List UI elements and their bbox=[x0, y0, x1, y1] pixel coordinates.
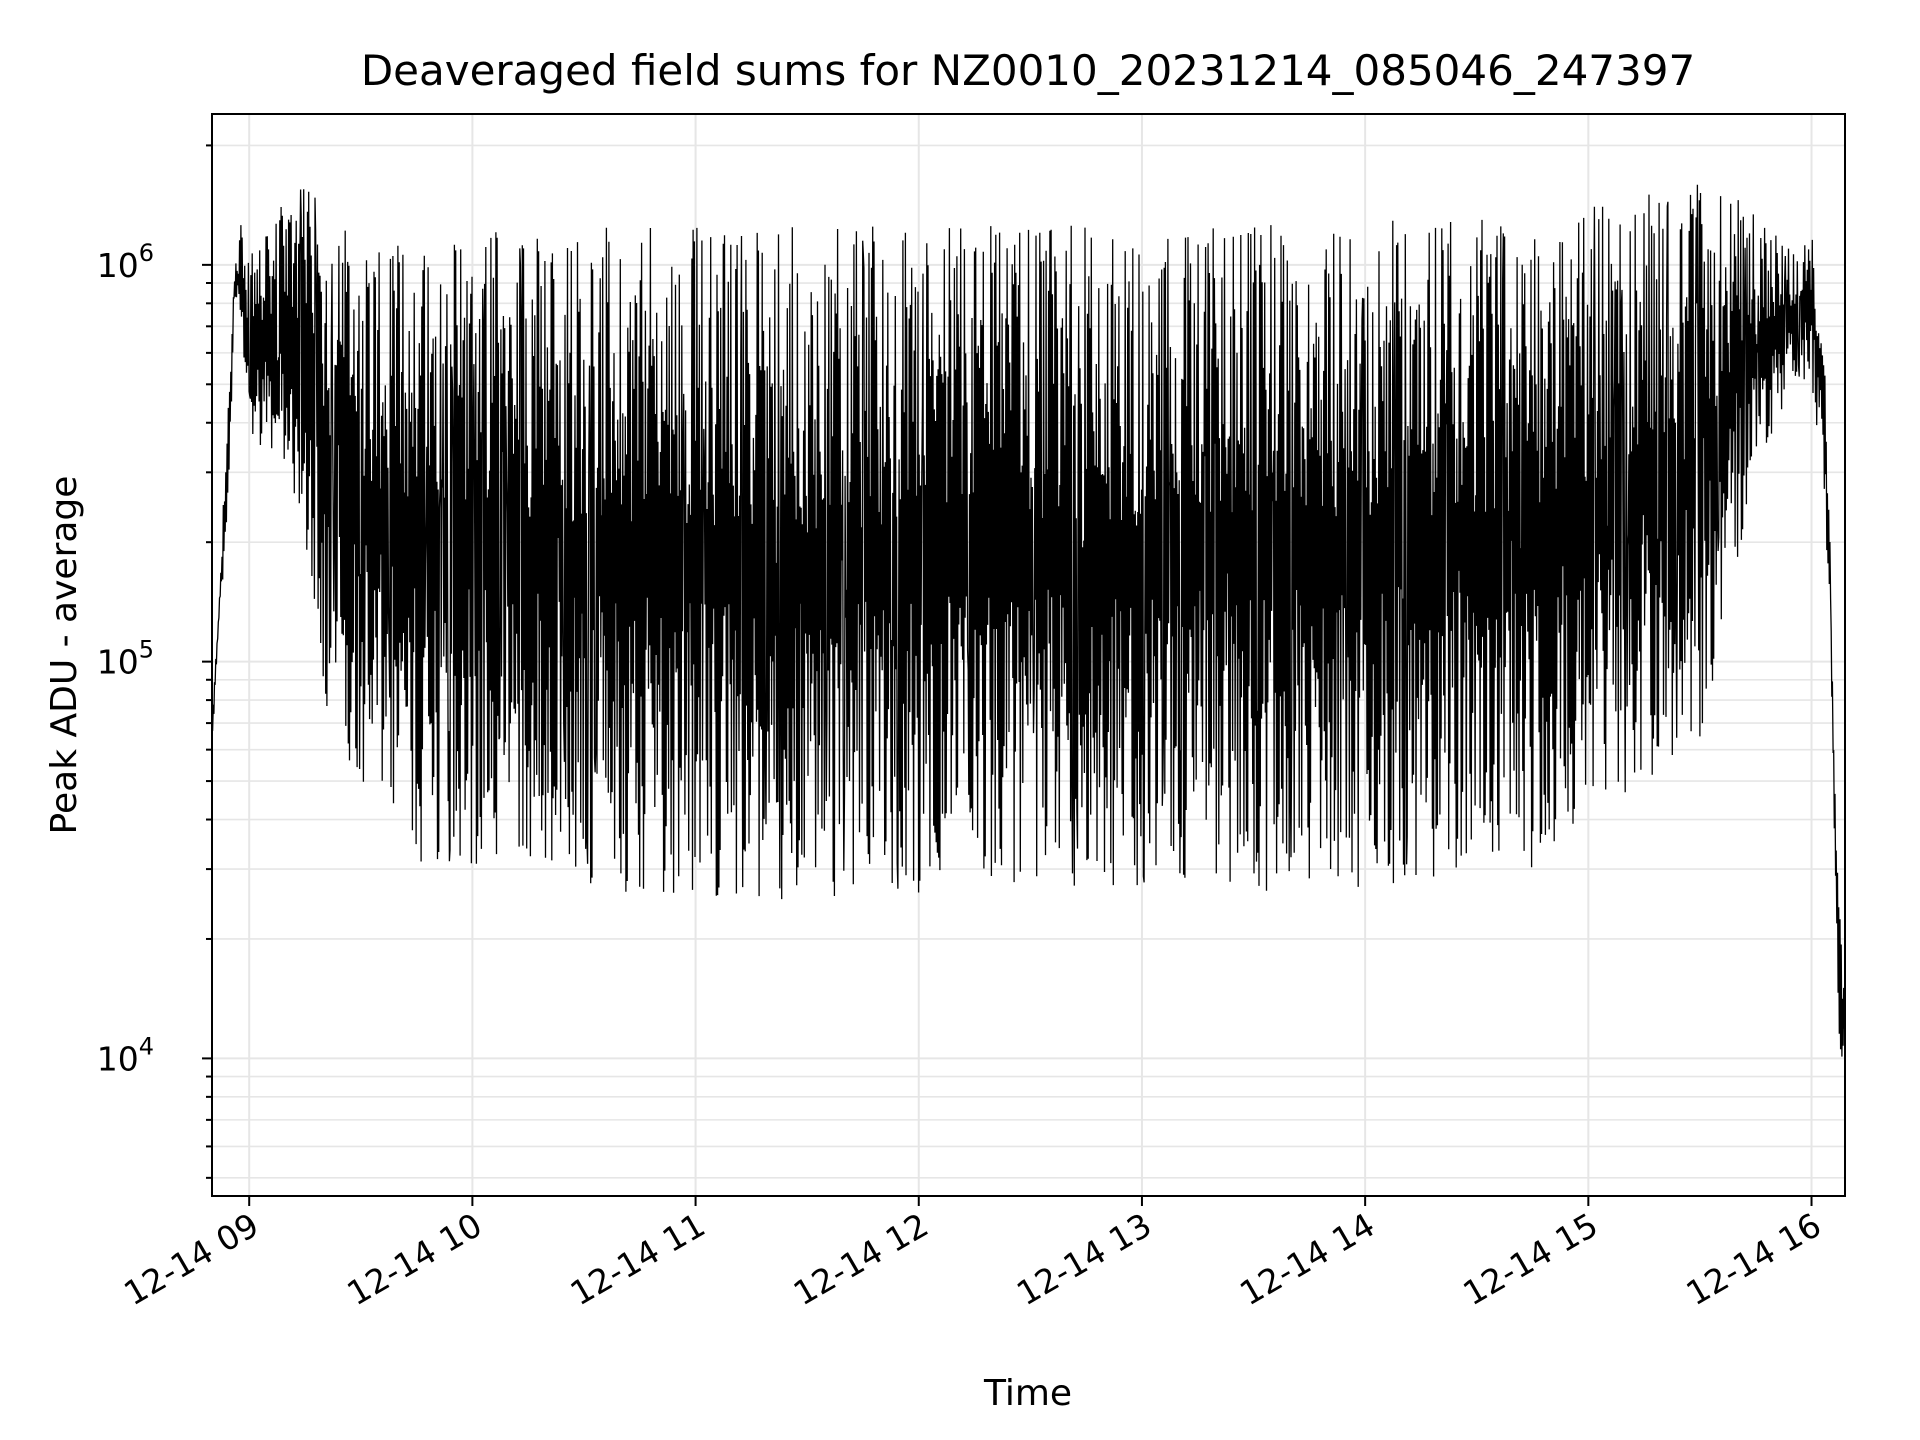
y-axis-label: Peak ADU - average bbox=[44, 476, 85, 835]
y-tick-label: 106 bbox=[97, 239, 154, 285]
y-tick-label: 105 bbox=[97, 636, 154, 682]
y-axis: 104 105 106 bbox=[97, 144, 212, 1179]
chart-title: Deaveraged field sums for NZ0010_2023121… bbox=[361, 46, 1695, 95]
x-tick-label: 12-14 10 bbox=[340, 1205, 488, 1313]
series-line bbox=[211, 184, 1846, 1057]
y-tick-label: 104 bbox=[97, 1032, 154, 1078]
x-tick-label: 12-14 11 bbox=[564, 1205, 712, 1313]
x-axis: 12-14 09 12-14 10 12-14 11 12-14 12 12-14 13… bbox=[117, 1196, 1828, 1313]
x-tick-label: 12-14 12 bbox=[787, 1205, 935, 1313]
x-tick-label: 12-14 13 bbox=[1010, 1205, 1158, 1313]
data-series bbox=[211, 184, 1846, 1057]
plot-frame bbox=[211, 113, 1846, 1197]
x-tick-label: 12-14 09 bbox=[117, 1205, 265, 1313]
x-tick-label: 12-14 16 bbox=[1680, 1205, 1828, 1313]
x-tick-label: 12-14 14 bbox=[1233, 1205, 1381, 1313]
x-tick-label: 12-14 15 bbox=[1456, 1205, 1604, 1313]
x-axis-label: Time bbox=[983, 1373, 1072, 1414]
